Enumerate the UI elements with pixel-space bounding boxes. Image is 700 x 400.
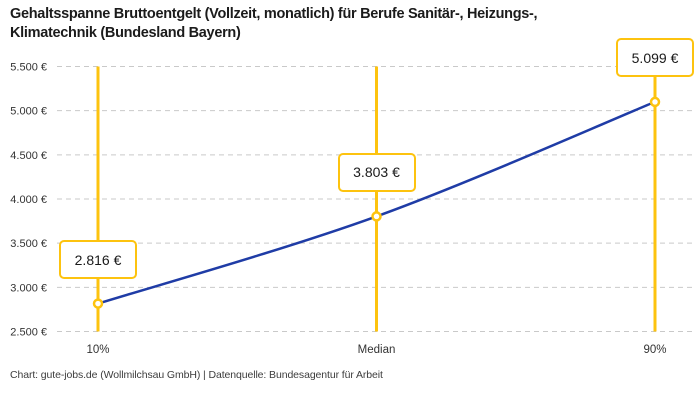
point-value-label: 3.803 €: [337, 152, 416, 192]
data-point-marker: [649, 96, 661, 108]
chart-title: Gehaltsspanne Bruttoentgelt (Vollzeit, m…: [10, 5, 690, 43]
x-category-label: 10%: [86, 344, 109, 356]
y-tick-label: 5.000 €: [10, 106, 47, 118]
y-tick-label: 3.000 €: [10, 282, 47, 294]
point-value-label: 2.816 €: [59, 240, 137, 280]
chart-title-line2: Klimatechnik (Bundesland Bayern): [10, 25, 241, 41]
x-category-label: Median: [358, 344, 396, 356]
data-point-marker: [371, 211, 382, 222]
y-tick-label: 3.500 €: [10, 238, 47, 250]
data-point-marker: [92, 298, 104, 309]
attribution-text: Chart: gute-jobs.de (Wollmilchsau GmbH) …: [10, 369, 383, 381]
chart-title-line1: Gehaltsspanne Bruttoentgelt (Vollzeit, m…: [10, 6, 538, 22]
y-tick-label: 5.500 €: [10, 62, 47, 74]
x-category-label: 90%: [643, 344, 666, 356]
y-tick-label: 2.500 €: [10, 327, 47, 339]
y-tick-label: 4.000 €: [10, 194, 47, 206]
point-value-label: 5.099 €: [616, 38, 694, 78]
y-tick-label: 4.500 €: [10, 150, 47, 162]
